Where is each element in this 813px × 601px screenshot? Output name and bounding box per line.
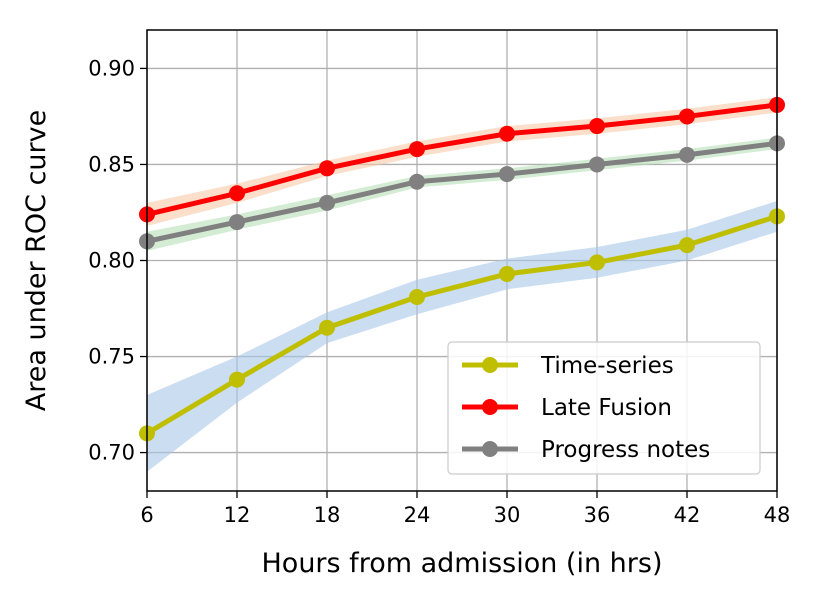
x-tick-label: 18 (314, 503, 341, 527)
time-series-point (409, 288, 425, 305)
late-fusion-point (319, 160, 335, 177)
y-tick-label: 0.90 (88, 56, 135, 80)
y-tick-label: 0.85 (88, 152, 135, 176)
progress-notes-point (409, 173, 425, 190)
late-fusion-point (229, 185, 245, 202)
x-tick-label: 48 (764, 503, 791, 527)
time-series-point (229, 371, 245, 388)
time-series-point (679, 237, 695, 254)
x-tick-label: 12 (224, 503, 251, 527)
late-fusion-legend-label: Late Fusion (541, 395, 672, 421)
late-fusion-point (589, 118, 605, 135)
time-series-legend-label: Time-series (540, 353, 674, 379)
late-fusion-band (147, 97, 777, 226)
late-fusion-point (499, 125, 515, 142)
late-fusion-point (409, 141, 425, 158)
progress-notes-point (319, 194, 335, 211)
y-tick-label: 0.75 (88, 345, 135, 369)
x-axis-title: Hours from admission (in hrs) (262, 548, 663, 579)
progress-notes-legend-marker (482, 441, 498, 457)
time-series-band (147, 200, 777, 472)
y-tick-label: 0.80 (88, 249, 135, 273)
x-tick-label: 42 (674, 503, 701, 527)
legend-box (447, 341, 761, 475)
y-tick-labels: 0.70 0.75 0.80 0.85 0.90 (88, 56, 135, 464)
progress-notes-point (499, 166, 515, 183)
progress-notes-point (679, 146, 695, 163)
y-axis-title: Area under ROC curve (21, 110, 52, 411)
time-series-legend-marker (482, 357, 498, 373)
progress-notes-point (229, 214, 245, 231)
legend-items: Time-series Late Fusion Progress notes (462, 353, 710, 463)
progress-notes-point (589, 156, 605, 173)
time-series-point (589, 254, 605, 271)
y-tick-label: 0.70 (88, 441, 135, 465)
progress-notes-band (147, 137, 777, 251)
x-tick-label: 6 (140, 503, 153, 527)
time-series-point (499, 265, 515, 282)
legend: Time-series Late Fusion Progress notes (447, 341, 761, 475)
series-lines (145, 102, 778, 436)
progress-notes-line (146, 140, 778, 244)
time-series-point (319, 319, 335, 336)
confidence-bands (147, 97, 777, 472)
x-tick-label: 30 (494, 503, 521, 527)
late-fusion-line (146, 102, 778, 217)
x-tick-label: 24 (404, 503, 431, 527)
late-fusion-legend-marker (482, 399, 498, 415)
x-tick-label: 36 (584, 503, 611, 527)
axis-ticks (140, 67, 778, 498)
x-tick-labels: 6 12 18 24 30 36 42 48 (140, 503, 790, 527)
late-fusion-point (679, 108, 695, 125)
progress-notes-legend-label: Progress notes (541, 437, 710, 463)
time-series-line (145, 213, 778, 436)
